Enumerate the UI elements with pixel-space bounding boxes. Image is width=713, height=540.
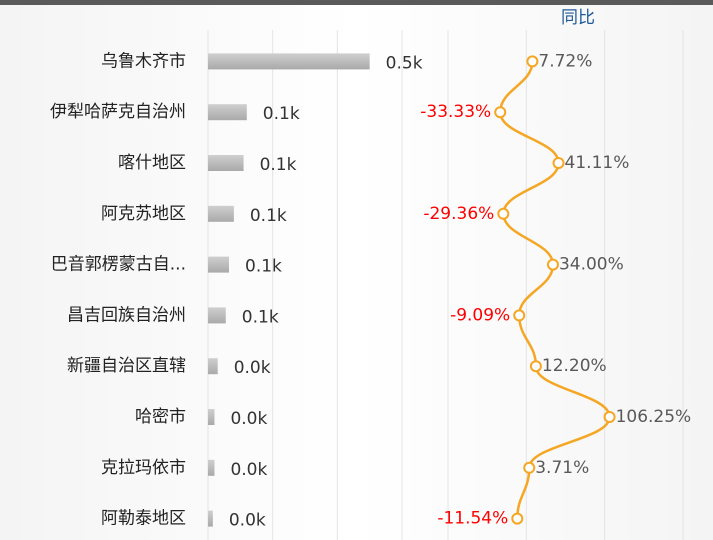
bar [208,307,226,324]
bar-value-label: 0.1k [250,206,287,226]
line-title: 同比 [561,8,595,28]
bar [208,53,370,70]
point-value-label: 41.11% [565,153,630,173]
point-value-label: -33.33% [420,102,491,122]
point [552,157,565,169]
bar-value-label: 0.1k [263,104,300,124]
category-label: 喀什地区 [118,153,186,173]
category-label: 乌鲁木齐市 [101,51,186,71]
point [529,360,542,373]
category-label: 哈密市 [135,407,186,427]
point-value-label: 34.00% [559,255,624,275]
bar-value-label: 0.1k [260,155,297,175]
point [603,411,616,423]
category-label: 阿勒泰地区 [101,509,186,529]
bar [208,256,230,273]
category-label: 阿克苏地区 [101,204,186,224]
point [511,512,524,525]
point [523,461,536,474]
bar [208,205,234,222]
point-value-label: -29.36% [423,204,494,224]
point [513,309,526,322]
category-label: 新疆自治区直辖 [67,356,186,376]
bar [208,155,244,171]
bar-value-label: 0.5k [386,53,423,73]
point-value-label: 7.72% [538,51,592,71]
category-label: 伊犁哈萨克自治州 [50,102,186,122]
point [494,106,507,119]
point-value-label: -9.09% [450,305,510,325]
bar [208,510,213,527]
point-value-label: 12.20% [542,356,607,376]
bar [208,358,218,375]
category-label: 巴音郭楞蒙古自... [51,255,186,275]
bar-value-label: 0.1k [242,307,279,327]
point [526,55,539,68]
point [497,207,510,220]
top-strip [0,0,713,5]
point-value-label: 3.71% [535,458,589,478]
bar-value-label: 0.1k [245,257,282,277]
bar [208,459,215,476]
category-label: 昌吉回族自治州 [67,305,186,325]
point-value-label: 106.25% [616,407,692,427]
bar-value-label: 0.0k [230,409,267,429]
category-label: 克拉玛依市 [101,458,186,478]
bar [208,409,215,425]
point [546,258,559,271]
bar-value-label: 0.0k [230,460,267,480]
bar [208,104,247,121]
bar-value-label: 0.0k [234,358,271,378]
point-value-label: -11.54% [437,509,508,529]
line [498,61,611,519]
bar-value-label: 0.0k [229,511,266,531]
